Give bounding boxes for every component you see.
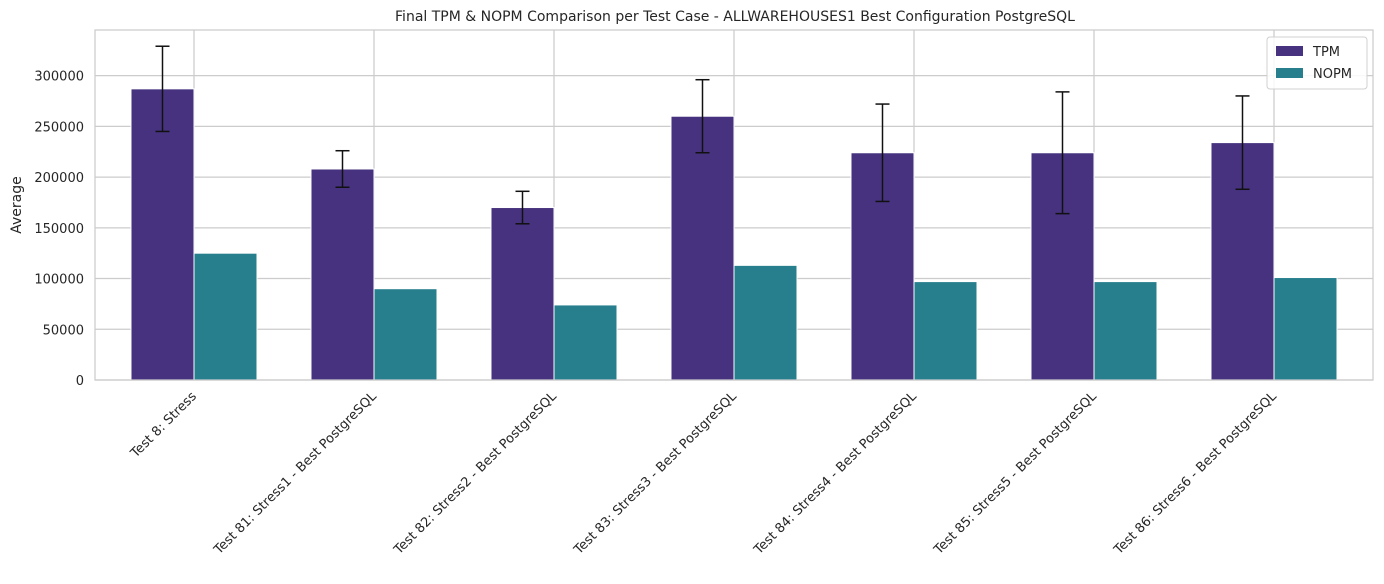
bar-nopm — [1273, 277, 1338, 381]
bar-nopm — [373, 288, 438, 381]
y-tick-label: 300000 — [34, 70, 84, 85]
y-axis-ticks: 0 50000 100000 150000 200000 250000 300000 — [34, 70, 84, 389]
bar-tpm — [310, 168, 375, 381]
x-tick-label: Test 8: Stress — [127, 389, 200, 462]
bar-nopm — [733, 264, 798, 381]
y-tick-label: 0 — [76, 374, 84, 389]
bar-tpm — [130, 88, 195, 381]
chart-title: Final TPM & NOPM Comparison per Test Cas… — [395, 9, 1075, 25]
y-tick-label: 250000 — [34, 120, 84, 135]
bars — [130, 88, 1338, 381]
legend-swatch-nopm — [1276, 68, 1303, 78]
y-tick-label: 200000 — [34, 171, 84, 186]
bar-nopm — [913, 281, 978, 381]
legend-label-nopm: NOPM — [1313, 67, 1352, 82]
bar-nopm — [553, 304, 618, 381]
bar-tpm — [670, 115, 735, 381]
bar-nopm — [1093, 281, 1158, 381]
x-axis-ticks: Test 8: Stress Test 81: Stress1 - Best Po… — [127, 389, 1280, 559]
legend-label-tpm: TPM — [1312, 45, 1340, 60]
error-bars — [155, 45, 1250, 225]
x-tick-label: Test 84: Stress4 - Best PostgreSQL — [751, 389, 921, 559]
y-tick-label: 150000 — [34, 222, 84, 237]
plot-frame — [94, 29, 1374, 381]
x-tick-label: Test 86: Stress6 - Best PostgreSQL — [1111, 389, 1281, 559]
y-tick-label: 50000 — [43, 323, 84, 338]
legend-swatch-tpm — [1276, 46, 1303, 56]
x-tick-label: Test 83: Stress3 - Best PostgreSQL — [571, 389, 741, 559]
legend: TPM NOPM — [1266, 36, 1368, 90]
x-tick-label: Test 82: Stress2 - Best PostgreSQL — [391, 389, 561, 559]
bar-tpm — [490, 207, 555, 381]
y-axis-label: Average — [9, 176, 25, 234]
y-tick-label: 100000 — [34, 273, 84, 288]
x-tick-label: Test 81: Stress1 - Best PostgreSQL — [211, 389, 381, 559]
x-tick-label: Test 85: Stress5 - Best PostgreSQL — [931, 389, 1101, 559]
bar-nopm — [193, 252, 258, 381]
